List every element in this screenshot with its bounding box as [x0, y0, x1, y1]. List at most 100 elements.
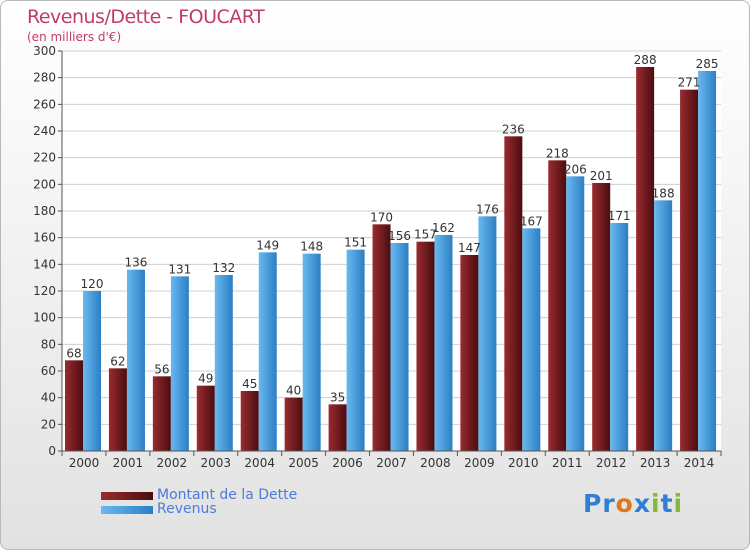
y-tick-label: 240 — [33, 124, 56, 138]
bar-revenue — [566, 176, 585, 452]
y-tick-label: 140 — [33, 257, 56, 271]
data-label-debt: 56 — [154, 362, 169, 376]
logo-letter: t — [660, 489, 674, 518]
data-label-revenue: 149 — [256, 238, 279, 252]
y-tick-label: 100 — [33, 311, 56, 325]
x-tick-label: 2007 — [376, 456, 407, 470]
logo-letter: x — [633, 489, 651, 518]
data-label-debt: 68 — [66, 346, 81, 360]
data-label-debt: 236 — [502, 122, 525, 136]
data-label-revenue: 148 — [300, 240, 323, 254]
bar-revenue — [83, 291, 101, 451]
y-tick-label: 160 — [33, 231, 56, 245]
data-label-revenue: 132 — [212, 261, 235, 275]
bar-debt — [65, 360, 83, 451]
data-label-revenue: 188 — [652, 186, 675, 200]
chart-title: Revenus/Dette - FOUCART — [27, 6, 265, 28]
bar-revenue — [214, 275, 233, 451]
x-tick-label: 2004 — [244, 456, 275, 470]
bar-debt — [372, 224, 391, 451]
logo-letter: r — [602, 489, 616, 518]
data-label-revenue: 285 — [696, 57, 719, 71]
x-tick-label: 2000 — [69, 456, 100, 470]
data-label-debt: 271 — [678, 76, 701, 90]
data-label-debt: 45 — [242, 377, 257, 391]
bar-revenue — [258, 252, 277, 451]
y-tick-label: 280 — [33, 71, 56, 85]
data-label-debt: 49 — [198, 372, 213, 386]
x-tick-label: 2006 — [332, 456, 363, 470]
legend-swatch-debt — [101, 492, 153, 500]
y-tick-label: 220 — [33, 151, 56, 165]
bar-debt — [196, 385, 215, 451]
x-tick-label: 2009 — [464, 456, 495, 470]
logo-letter: o — [615, 489, 634, 518]
bar-debt — [240, 391, 259, 451]
bar-debt — [416, 241, 435, 451]
data-label-revenue: 151 — [344, 236, 367, 250]
x-tick-label: 2001 — [113, 456, 144, 470]
bar-revenue — [126, 269, 145, 451]
bar-revenue — [610, 223, 629, 451]
bar-debt — [108, 368, 127, 451]
data-label-revenue: 176 — [476, 202, 499, 216]
bar-revenue — [302, 253, 321, 451]
y-tick-label: 260 — [33, 97, 56, 111]
x-tick-label: 2013 — [640, 456, 671, 470]
data-label-revenue: 171 — [608, 209, 631, 223]
bar-revenue — [170, 276, 189, 451]
proxiti-logo: Proxiti — [583, 489, 683, 518]
data-label-debt: 62 — [110, 354, 125, 368]
bar-debt — [328, 404, 347, 451]
legend-label-revenue: Revenus — [157, 501, 217, 517]
y-tick-label: 200 — [33, 177, 56, 191]
x-tick-label: 2008 — [420, 456, 451, 470]
data-label-debt: 40 — [286, 384, 301, 398]
data-label-debt: 218 — [546, 146, 569, 160]
logo-letter: P — [583, 489, 603, 518]
y-tick-label: 120 — [33, 284, 56, 298]
data-label-revenue: 131 — [168, 262, 191, 276]
bar-revenue — [346, 249, 365, 451]
bar-revenue — [522, 228, 541, 451]
chart-subtitle: (en milliers d'€) — [27, 30, 122, 44]
bar-debt — [284, 397, 303, 451]
y-tick-label: 40 — [41, 391, 56, 405]
bar-debt — [636, 67, 655, 451]
bar-revenue — [654, 200, 673, 451]
bar-debt — [460, 255, 479, 451]
x-tick-label: 2010 — [508, 456, 539, 470]
data-label-revenue: 206 — [564, 162, 587, 176]
legend-swatch-revenue — [101, 506, 153, 514]
data-label-revenue: 156 — [388, 229, 411, 243]
bar-revenue — [434, 235, 453, 451]
data-label-debt: 201 — [590, 169, 613, 183]
data-label-debt: 147 — [458, 241, 481, 255]
data-label-debt: 157 — [414, 228, 437, 242]
bar-debt — [504, 136, 523, 452]
bar-revenue — [478, 216, 497, 451]
y-tick-label: 20 — [41, 417, 56, 431]
data-label-revenue: 162 — [432, 221, 455, 235]
x-tick-label: 2011 — [552, 456, 583, 470]
data-label-debt: 288 — [634, 53, 657, 67]
bar-debt — [592, 183, 611, 451]
data-label-revenue: 167 — [520, 214, 543, 228]
legend-label-debt: Montant de la Dette — [157, 487, 298, 503]
x-tick-label: 2014 — [684, 456, 715, 470]
bar-revenue — [698, 71, 717, 451]
logo-letter: i — [673, 489, 684, 518]
x-tick-label: 2003 — [200, 456, 231, 470]
bar-debt — [548, 160, 567, 452]
data-label-debt: 35 — [330, 390, 345, 404]
bar-debt — [152, 376, 171, 451]
y-tick-label: 180 — [33, 204, 56, 218]
x-tick-label: 2005 — [288, 456, 319, 470]
data-label-revenue: 136 — [124, 256, 147, 270]
data-label-debt: 170 — [370, 210, 393, 224]
y-tick-label: 60 — [41, 364, 56, 378]
logo-letter: i — [651, 489, 661, 518]
x-tick-label: 2002 — [157, 456, 188, 470]
